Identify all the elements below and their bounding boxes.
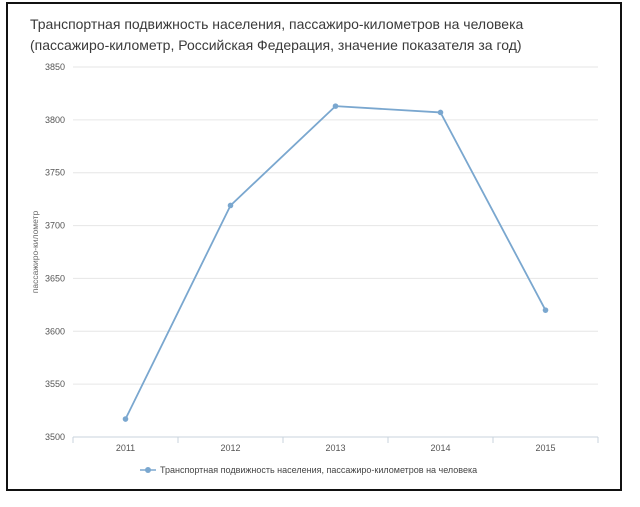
y-axis-ticks: 3500 3550 3600 3650 3700 3750 3800 3850 (45, 62, 65, 442)
y-tick-label: 3750 (45, 168, 65, 178)
y-tick-label: 3700 (45, 221, 65, 231)
legend[interactable]: Транспортная подвижность населения, пасс… (140, 465, 477, 475)
y-tick-label: 3800 (45, 115, 65, 125)
y-tick-label: 3850 (45, 62, 65, 72)
data-point-2012 (227, 202, 234, 209)
chart-frame (6, 2, 622, 491)
series-group (122, 103, 549, 422)
data-point-2013 (332, 103, 339, 109)
series-line-0 (124, 105, 547, 420)
y-tick-label: 3500 (45, 432, 65, 442)
legend-marker (145, 467, 151, 473)
x-tick-label-2011: 2011 (116, 443, 135, 453)
legend-label: Транспортная подвижность населения, пасс… (160, 465, 477, 475)
y-tick-label: 3600 (45, 326, 65, 336)
chart-title: Транспортная подвижность населения, пасс… (30, 16, 524, 32)
chart-subtitle: (пассажиро-километр, Российская Федераци… (30, 37, 522, 53)
data-point-2011 (122, 416, 129, 422)
chart-title-block: Транспортная подвижность населения, пасс… (30, 14, 610, 56)
y-tick-label: 3650 (45, 273, 65, 283)
x-tick-label-2013: 2013 (325, 443, 345, 453)
x-tick-label-2012: 2012 (220, 443, 240, 453)
data-point-2014 (437, 109, 444, 116)
x-tick-label-2015: 2015 (535, 443, 555, 453)
x-axis-ticks: 2011 2012 2013 2014 2015 (72, 437, 599, 453)
x-tick-label-2014: 2014 (430, 443, 450, 453)
grid-lines (73, 66, 598, 438)
y-axis-label: пассажиро-километр (30, 211, 40, 294)
data-point-2015 (542, 307, 549, 313)
y-tick-label: 3550 (45, 379, 65, 389)
